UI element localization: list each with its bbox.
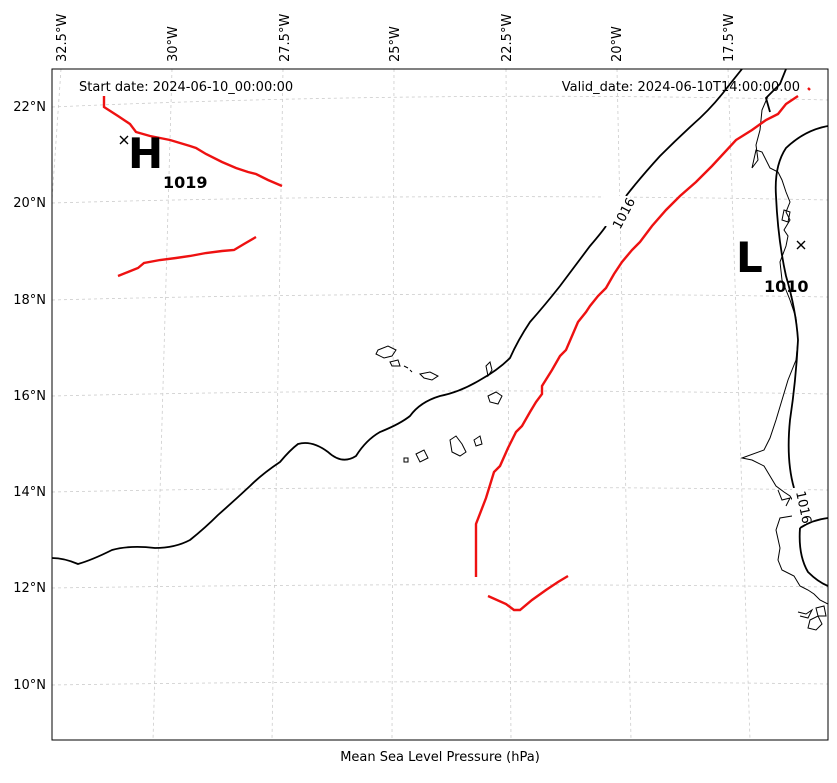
lon-label: 17.5°W — [722, 14, 737, 62]
fronts — [102, 87, 811, 612]
isobars — [52, 69, 828, 587]
front-line — [474, 95, 799, 577]
isobar-1016 — [625, 69, 743, 197]
map-frame — [51, 68, 829, 741]
lon-label: 30°W — [166, 26, 181, 62]
longitude-labels: 32.5°W 30°W 27.5°W 25°W 22.5°W 20°W 17.5… — [55, 14, 737, 62]
lat-label: 20°N — [13, 196, 46, 211]
lat-label: 14°N — [13, 485, 46, 500]
label-bg — [792, 488, 806, 524]
isobar-1016-east — [799, 517, 828, 529]
valid-date: Valid_date: 2024-06-10T14:00:00.00 — [562, 80, 800, 95]
isobar-label: 1016 — [792, 490, 814, 525]
lat-label: 12°N — [13, 581, 46, 596]
coastline — [375, 95, 828, 631]
front-line — [487, 574, 569, 612]
isobar-1016 — [52, 225, 607, 565]
lat-label: 18°N — [13, 293, 46, 308]
lon-label: 27.5°W — [278, 14, 293, 62]
low-pressure-value: 1010 — [764, 277, 809, 296]
high-center-marker — [119, 135, 129, 145]
front-line — [807, 87, 811, 91]
isobar-1016-east — [764, 69, 787, 113]
front-line — [102, 96, 283, 188]
graticule — [52, 69, 828, 740]
start-date: Start date: 2024-06-10_00:00:00 — [79, 80, 293, 95]
high-pressure-value: 1019 — [163, 173, 208, 192]
lat-label: 22°N — [13, 100, 46, 115]
pressure-centers: H 1019 L 1010 — [119, 129, 809, 296]
lon-label: 22.5°W — [500, 14, 515, 62]
lon-label: 32.5°W — [55, 14, 70, 62]
low-pressure-letter: L — [736, 233, 763, 282]
label-bg — [604, 196, 630, 226]
map-caption: Mean Sea Level Pressure (hPa) — [340, 750, 540, 765]
isobar-1016-east — [774, 125, 828, 489]
lon-label: 25°W — [388, 26, 403, 62]
latitude-labels: 22°N 20°N 18°N 16°N 14°N 12°N 10°N — [13, 100, 46, 693]
low-center-marker — [796, 240, 806, 250]
lat-label: 16°N — [13, 389, 46, 404]
lon-label: 20°W — [610, 26, 625, 62]
map-area: 1016 1016 H 1019 L 1010 — [52, 69, 828, 740]
isobar-1016-east — [798, 527, 828, 587]
lat-label: 10°N — [13, 678, 46, 693]
front-line — [117, 235, 257, 278]
high-pressure-letter: H — [128, 129, 163, 178]
